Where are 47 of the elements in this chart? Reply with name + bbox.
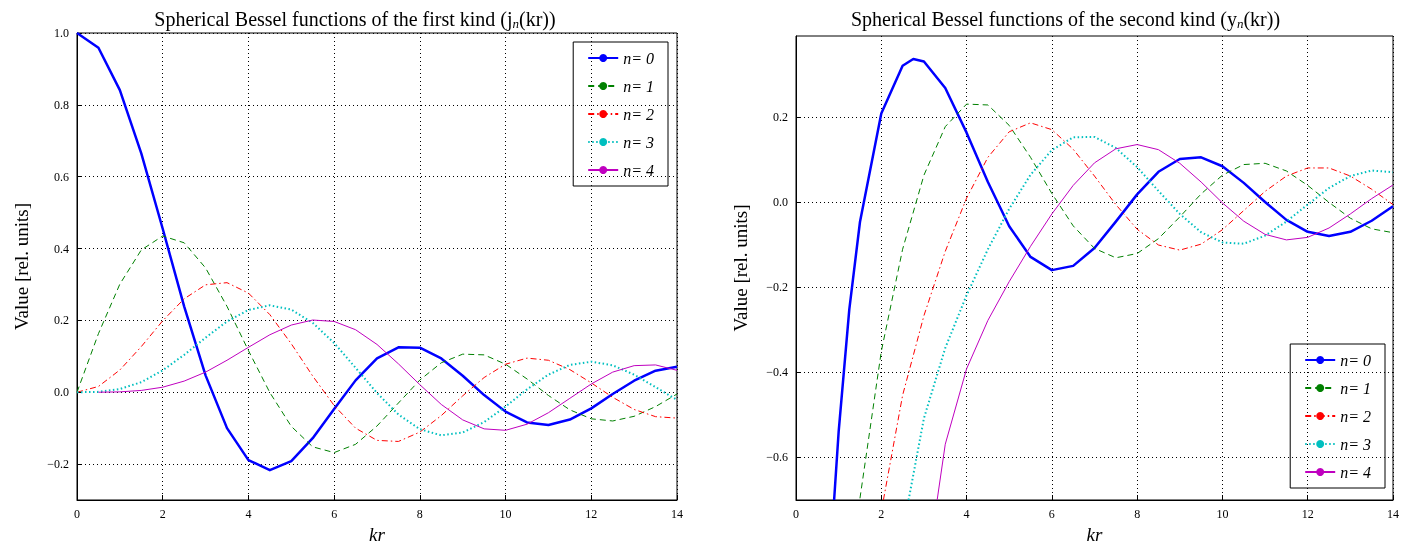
line-series <box>97 319 678 431</box>
y-tick-label: 0.6 <box>54 169 69 184</box>
x-tick-label: 10 <box>499 507 512 521</box>
y-tick-label: 0.2 <box>54 313 69 328</box>
x-tick-label: 0 <box>74 507 80 521</box>
x-axis-title: kr <box>369 523 386 545</box>
y-tick-label: 0.0 <box>773 195 788 210</box>
legend-label: n= 1 <box>1340 379 1371 397</box>
y-tick-label: −0.4 <box>766 365 788 380</box>
x-tick-label: 8 <box>416 507 423 521</box>
x-tick-label: 6 <box>331 507 338 521</box>
line-series <box>76 304 678 437</box>
y-tick-label: −0.2 <box>766 280 788 295</box>
legend-label: n= 3 <box>1340 435 1371 453</box>
legend-label: n= 0 <box>623 49 654 67</box>
y-tick-label: −0.6 <box>766 450 788 465</box>
x-tick-label: 6 <box>1048 507 1055 521</box>
legend-label: n= 1 <box>623 77 654 95</box>
legend-label: n= 2 <box>623 105 654 123</box>
line-series <box>76 282 678 442</box>
x-tick-label: 0 <box>793 507 799 521</box>
y-tick-label: 0.8 <box>54 97 69 112</box>
x-tick-label: 2 <box>159 507 166 521</box>
line-series <box>76 235 678 454</box>
x-tick-label: 2 <box>878 507 885 521</box>
y-tick-label: 0.2 <box>773 109 788 124</box>
y-tick-label: 0.0 <box>54 385 69 400</box>
x-tick-label: 4 <box>245 507 252 521</box>
x-tick-label: 12 <box>1301 507 1314 521</box>
legend-label: n= 3 <box>623 133 654 151</box>
x-tick-label: 10 <box>1216 507 1229 521</box>
y-tick-label: −0.2 <box>47 457 69 472</box>
legend-label: n= 4 <box>1340 463 1371 481</box>
y-tick-label: 0.4 <box>54 241 69 256</box>
y-tick-label: 1.0 <box>54 26 69 40</box>
legend-label: n= 2 <box>1340 407 1371 425</box>
x-tick-label: 4 <box>963 507 970 521</box>
y-axis-title: Value [rel. units] <box>11 202 32 331</box>
x-tick-label: 12 <box>585 507 598 521</box>
x-tick-label: 14 <box>671 507 683 521</box>
x-tick-label: 14 <box>1387 507 1399 521</box>
legend-label: n= 0 <box>1340 351 1371 369</box>
x-tick-label: 8 <box>1134 507 1141 521</box>
x-axis-title: kr <box>1086 523 1104 545</box>
line-series <box>832 57 1395 502</box>
y-axis-title: Value [rel. units] <box>730 204 751 332</box>
legend-label: n= 4 <box>623 161 654 179</box>
